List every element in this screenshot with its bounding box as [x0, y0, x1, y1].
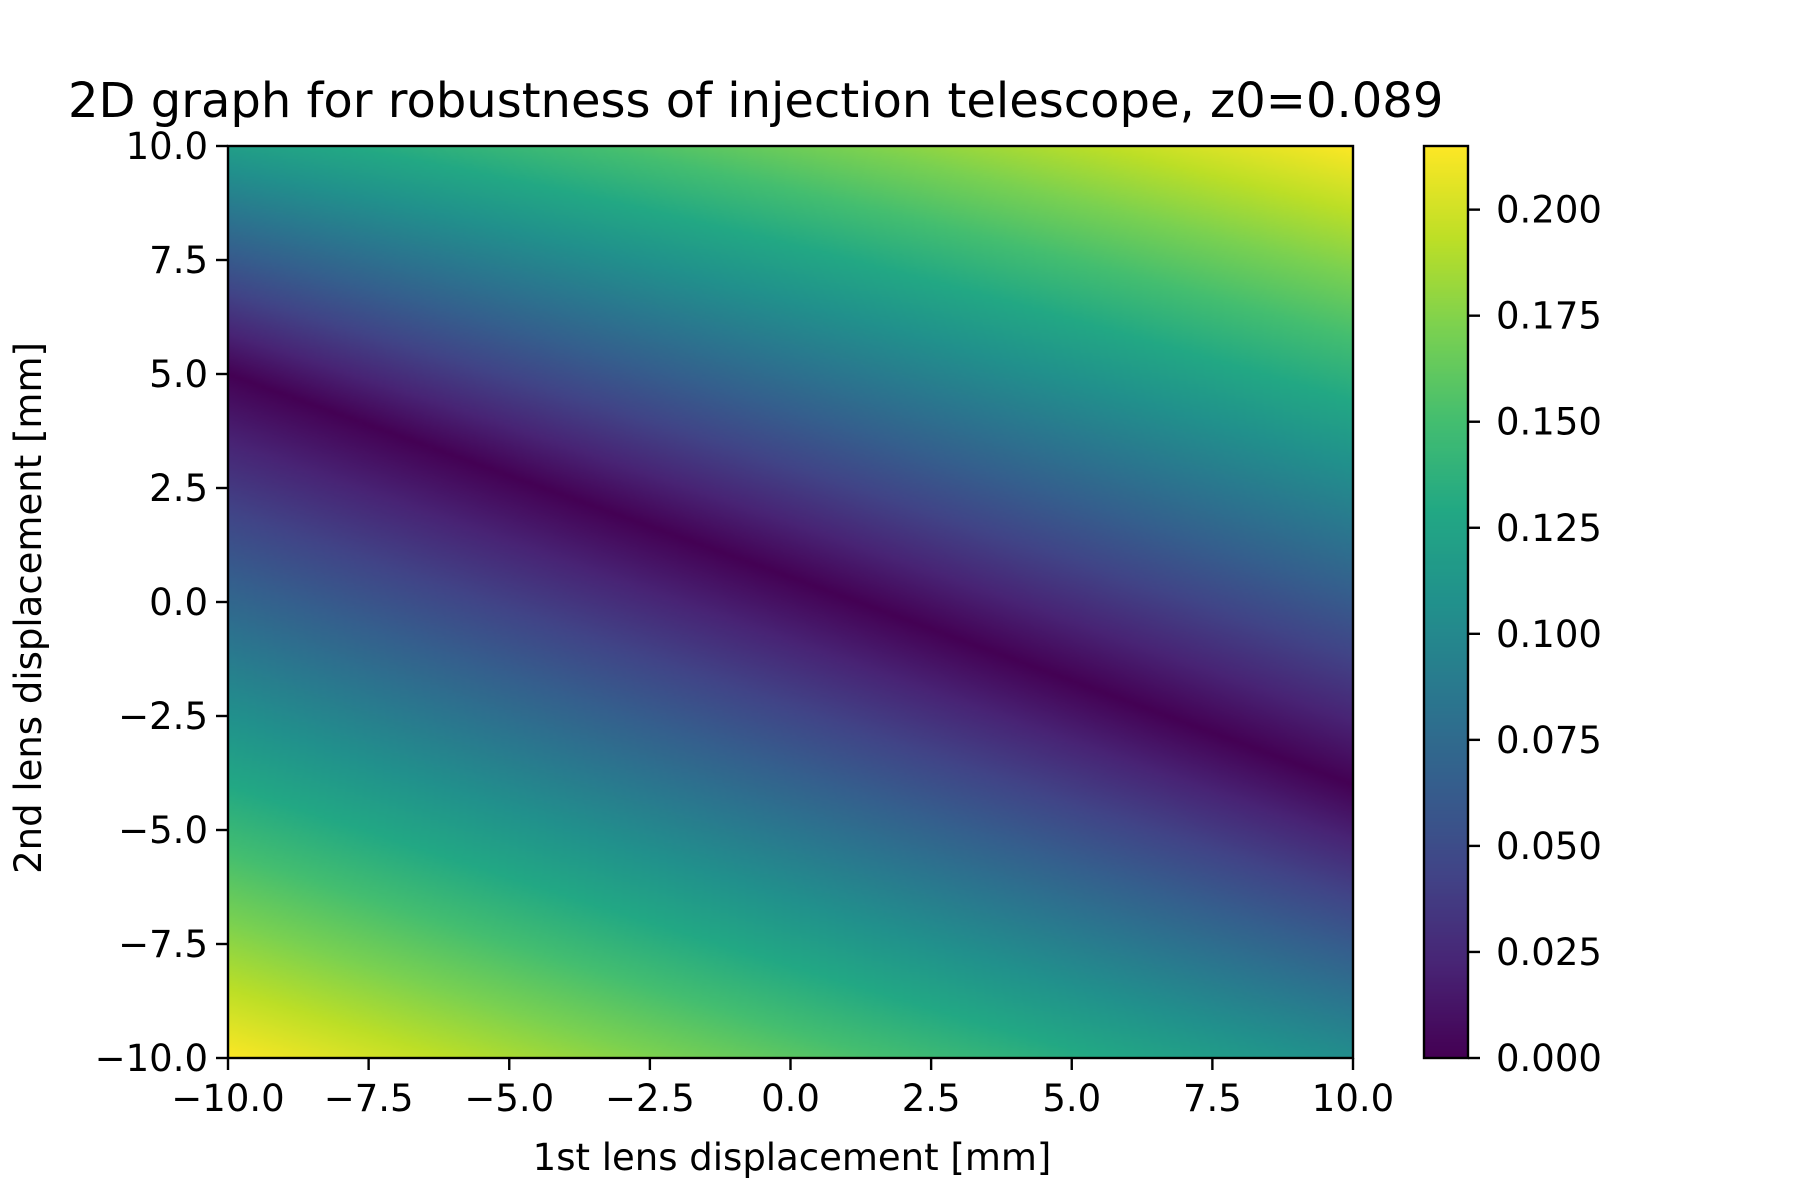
- colorbar-tick-label: 0.000: [1496, 1037, 1602, 1080]
- colorbar-frame: [1422, 144, 1470, 1060]
- colorbar-tick-label: 0.025: [1496, 931, 1602, 974]
- x-tick-label: −2.5: [605, 1077, 695, 1120]
- x-axis-ticks: −10.0 −7.5 −5.0 −2.5 0.0 2.5 5.0 7.5 10.0: [171, 1058, 1394, 1120]
- x-tick-label: 5.0: [1042, 1077, 1101, 1120]
- x-tick-label: −5.0: [464, 1077, 554, 1120]
- chart-title: 2D graph for robustness of injection tel…: [68, 73, 1443, 129]
- colorbar-tick-label: 0.175: [1496, 295, 1602, 338]
- colorbar-ticks: 0.000 0.025 0.050 0.075 0.100 0.125 0.150 0.175…: [1468, 189, 1602, 1080]
- y-tick-label: 10.0: [126, 125, 208, 168]
- heatmap-image: [228, 146, 1353, 1058]
- x-tick-label: 0.0: [761, 1077, 820, 1120]
- colorbar-gradient: [1424, 146, 1468, 1058]
- x-tick-label: −10.0: [171, 1077, 284, 1120]
- x-tick-label: 10.0: [1312, 1077, 1394, 1120]
- colorbar-tick-label: 0.100: [1496, 613, 1602, 656]
- y-tick-label: 7.5: [149, 239, 208, 282]
- x-tick-label: 7.5: [1183, 1077, 1242, 1120]
- y-tick-label: −7.5: [118, 923, 208, 966]
- y-tick-label: 0.0: [149, 581, 208, 624]
- y-tick-label: −5.0: [118, 809, 208, 852]
- y-tick-label: 5.0: [149, 353, 208, 396]
- y-axis-ticks: −10.0 −7.5 −5.0 −2.5 0.0 2.5 5.0 7.5 10.0: [95, 125, 228, 1080]
- y-axis-label: 2nd lens displacement [mm]: [7, 342, 50, 874]
- y-tick-label: −2.5: [118, 695, 208, 738]
- colorbar-tick-label: 0.075: [1496, 719, 1602, 762]
- colorbar-tick-label: 0.200: [1496, 189, 1602, 232]
- x-tick-label: −7.5: [324, 1077, 414, 1120]
- x-axis-label: 1st lens displacement [mm]: [533, 1136, 1052, 1179]
- colorbar-tick-label: 0.125: [1496, 507, 1602, 550]
- y-tick-label: −10.0: [95, 1037, 208, 1080]
- y-tick-label: 2.5: [149, 467, 208, 510]
- x-tick-label: 2.5: [902, 1077, 961, 1120]
- colorbar-tick-label: 0.150: [1496, 401, 1602, 444]
- colorbar-tick-label: 0.050: [1496, 825, 1602, 868]
